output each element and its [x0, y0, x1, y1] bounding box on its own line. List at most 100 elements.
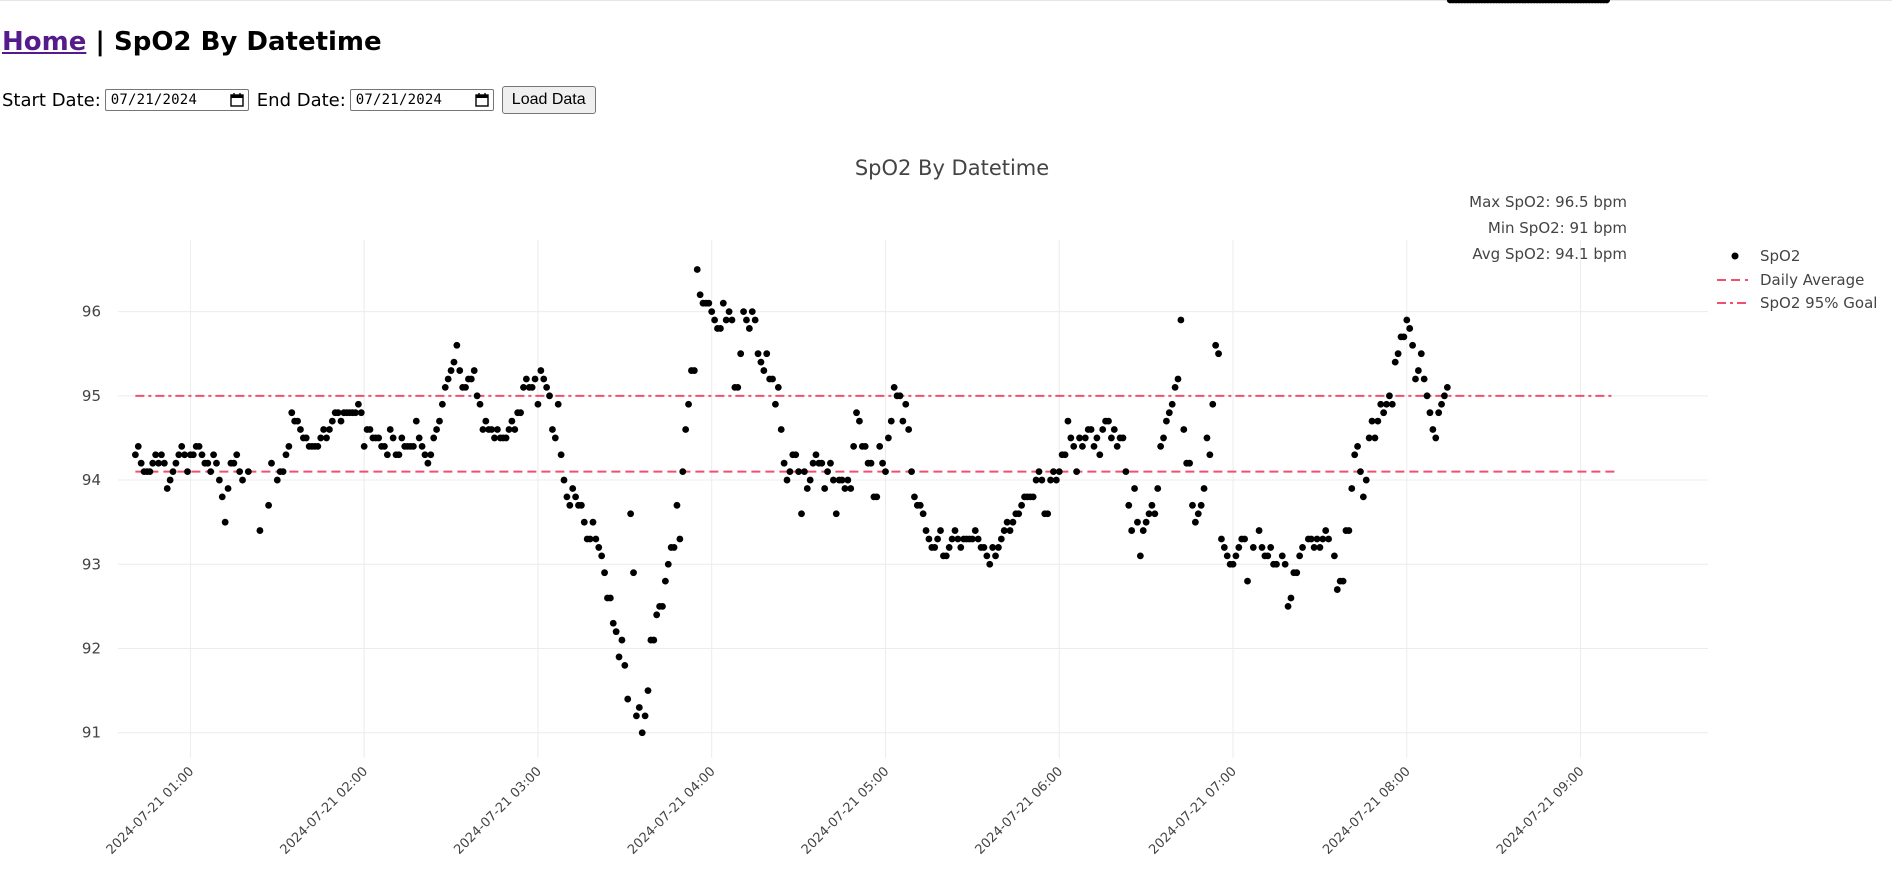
spo2-point: [337, 417, 345, 425]
spo2-point: [441, 383, 449, 391]
title-text: SpO2 By Datetime: [113, 27, 382, 57]
spo2-point: [1168, 400, 1176, 408]
spo2-point: [169, 468, 177, 476]
legend: SpO2 Daily Average SpO2 95% Goal: [1717, 247, 1877, 312]
spo2-point: [207, 468, 215, 476]
end-date-input[interactable]: 07/21/2024: [349, 89, 494, 111]
spo2-point: [861, 442, 869, 450]
spo2-point: [1220, 544, 1228, 551]
spo2-point: [1296, 552, 1304, 560]
spo2-point: [224, 485, 232, 492]
spo2-point: [1139, 527, 1147, 534]
spo2-point: [1015, 510, 1023, 518]
spo2-point: [824, 468, 831, 476]
spo2-point: [279, 468, 287, 476]
spo2-point: [1000, 527, 1008, 534]
spo2-point: [1194, 510, 1202, 518]
spo2-point: [992, 552, 999, 560]
spo2-point: [899, 417, 907, 425]
spo2-point: [653, 611, 661, 619]
spo2-point: [1348, 485, 1356, 492]
spo2-point: [1435, 409, 1443, 417]
spo2-point: [800, 468, 808, 476]
spo2-point: [1330, 552, 1338, 560]
spo2-point: [664, 560, 672, 568]
spo2-point: [447, 367, 455, 374]
spo2-point: [774, 383, 782, 391]
spo2-point: [902, 400, 910, 408]
spo2-point: [777, 426, 785, 433]
spo2-point: [198, 451, 206, 459]
x-tick-label: 2024-07-21 04:00: [625, 764, 718, 857]
spo2-point: [829, 476, 837, 484]
start-date-input[interactable]: 07/21/2024: [104, 89, 249, 111]
home-link[interactable]: Home: [2, 27, 87, 57]
spo2-point: [178, 442, 186, 450]
load-data-button[interactable]: Load Data: [501, 86, 596, 114]
spo2-point: [1287, 594, 1295, 602]
spo2-point: [1394, 350, 1402, 358]
spo2-point: [644, 687, 652, 695]
spo2-point: [974, 535, 982, 543]
spo2-point: [181, 451, 189, 459]
spo2-point: [1368, 417, 1376, 425]
spo2-point: [1232, 552, 1240, 560]
spo2-point: [919, 510, 927, 518]
calendar-icon[interactable]: [229, 92, 245, 108]
spo2-point: [438, 400, 446, 408]
spo2-point: [381, 442, 388, 450]
spo2-point: [931, 544, 939, 551]
spo2-point: [873, 493, 881, 501]
spo2-point: [1134, 518, 1141, 526]
spo2-point: [1206, 451, 1214, 459]
spo2-point: [850, 442, 858, 450]
spo2-point: [1244, 577, 1251, 585]
spo2-point: [554, 400, 562, 408]
spo2-point: [1165, 409, 1173, 417]
spo2-point: [890, 383, 898, 391]
spo2-point: [841, 485, 849, 492]
spo2-point: [395, 451, 403, 459]
spo2-point: [189, 451, 197, 459]
spo2-point: [1044, 510, 1052, 518]
calendar-icon[interactable]: [474, 92, 490, 108]
spo2-point: [705, 299, 713, 307]
spo2-point: [847, 485, 855, 492]
spo2-point: [792, 451, 800, 459]
spo2-point: [1076, 434, 1083, 442]
spo2-point: [1357, 468, 1364, 476]
spo2-point: [1136, 552, 1144, 560]
y-tick-label: 91: [82, 724, 101, 742]
spo2-point: [1047, 476, 1054, 484]
spo2-point: [549, 426, 556, 433]
spo2-point: [520, 383, 527, 391]
spo2-point: [456, 367, 464, 374]
spo2-point: [954, 535, 962, 543]
spo2-point: [317, 434, 325, 442]
spo2-point: [1345, 527, 1353, 534]
spo2-point: [690, 367, 698, 374]
spo2-point: [184, 468, 191, 476]
spo2-point: [725, 308, 733, 315]
spo2-point: [1163, 417, 1170, 425]
spo2-point: [853, 409, 860, 417]
spo2-point: [1209, 400, 1217, 408]
spo2-point: [134, 442, 142, 450]
spo2-point: [1122, 468, 1130, 476]
spo2-point: [1050, 468, 1057, 476]
spo2-point: [320, 426, 328, 433]
spo2-point: [152, 451, 160, 459]
spo2-point: [1429, 426, 1437, 433]
spo2-point: [1406, 325, 1414, 332]
spo2-point: [827, 459, 834, 467]
spo2-point: [334, 409, 342, 417]
spo2-point: [218, 493, 226, 501]
spo2-point: [415, 434, 423, 442]
spo2-point: [896, 392, 904, 400]
spo2-point: [922, 527, 930, 534]
spo2-point: [1212, 341, 1220, 349]
spo2-point: [1145, 510, 1153, 518]
spo2-point: [213, 459, 220, 467]
spo2-point: [1029, 493, 1037, 501]
spo2-point: [479, 426, 487, 433]
